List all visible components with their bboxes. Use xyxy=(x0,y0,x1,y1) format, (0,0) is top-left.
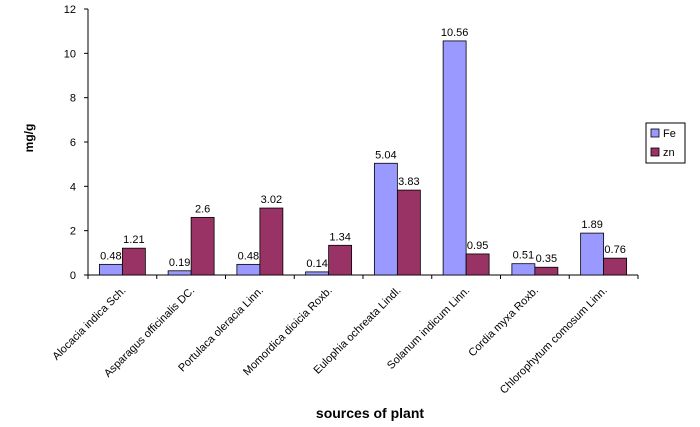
chart-bars xyxy=(98,40,628,276)
data-label: 0.48 xyxy=(238,250,259,262)
data-label: 1.21 xyxy=(123,234,144,246)
bar-fe xyxy=(167,270,192,276)
data-label: 2.6 xyxy=(195,203,210,215)
y-tick-label: 0 xyxy=(70,270,76,282)
legend-label-fe: Fe xyxy=(663,128,676,140)
bar-fe xyxy=(236,263,261,276)
legend-swatch-zn xyxy=(650,147,660,157)
legend-label-zn: zn xyxy=(663,147,675,159)
bar-zn xyxy=(603,257,628,276)
chart-legend: Fe zn xyxy=(645,122,686,164)
bar-fe xyxy=(98,263,123,276)
data-label: 0.14 xyxy=(306,258,327,270)
data-label: 1.89 xyxy=(581,219,602,231)
data-label: 1.34 xyxy=(329,231,350,243)
data-label: 3.02 xyxy=(261,194,282,206)
data-label: 0.48 xyxy=(100,250,121,262)
data-label: 0.51 xyxy=(513,250,534,262)
y-tick-label: 10 xyxy=(64,48,76,60)
y-tick-label: 4 xyxy=(70,181,76,193)
data-label: 5.04 xyxy=(375,149,396,161)
data-label: 0.76 xyxy=(604,244,625,256)
legend-swatch-fe xyxy=(650,128,660,138)
chart-axes: 0 2 4 6 8 10 12 xyxy=(64,4,639,282)
x-category-label: Alocacia indica Sch. xyxy=(50,285,128,363)
data-label: 3.83 xyxy=(398,176,419,188)
bar-zn xyxy=(534,266,559,276)
y-tick-label: 2 xyxy=(70,226,76,238)
bar-fe xyxy=(305,271,330,276)
x-category-label: Cordia myxa Roxb. xyxy=(466,285,541,360)
y-tick-label: 8 xyxy=(70,93,76,105)
bar-zn xyxy=(328,244,353,276)
bar-zn xyxy=(465,253,490,276)
bar-fe xyxy=(373,162,398,276)
bar-fe xyxy=(442,40,467,276)
y-tick-label: 6 xyxy=(70,137,76,149)
bar-zn xyxy=(121,247,146,276)
data-label: 10.56 xyxy=(441,27,469,39)
y-tick-label: 12 xyxy=(64,4,76,16)
bar-fe xyxy=(511,263,536,276)
bar-fe xyxy=(580,232,605,276)
bar-zn xyxy=(396,189,421,276)
bar-zn xyxy=(190,216,215,276)
y-axis-title: mg/g xyxy=(22,124,36,153)
data-label: 0.19 xyxy=(169,257,190,269)
x-axis-title: sources of plant xyxy=(316,405,424,421)
bar-zn xyxy=(259,207,284,276)
data-label: 0.95 xyxy=(467,240,488,252)
data-label: 0.35 xyxy=(536,253,557,265)
